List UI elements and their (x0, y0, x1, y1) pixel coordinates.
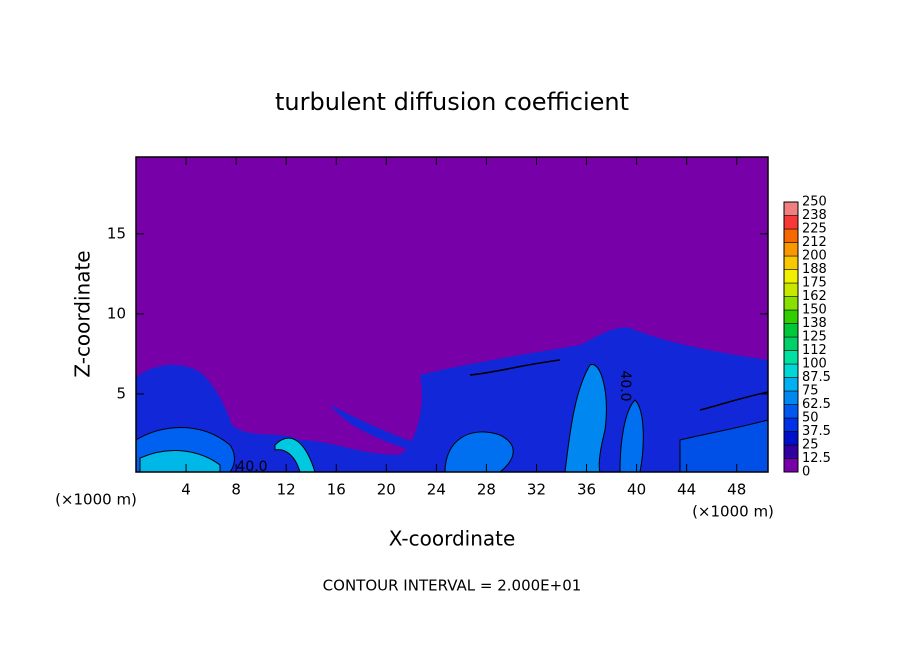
colorbar-band (783, 390, 799, 405)
colorbar-label: 200 (802, 249, 827, 264)
colorbar-band (783, 336, 799, 351)
chart-title: turbulent diffusion coefficient (275, 88, 629, 116)
field-region (139, 450, 221, 473)
colorbar-label: 150 (802, 303, 827, 318)
colorbar-band (783, 458, 799, 473)
colorbar-band (783, 309, 799, 324)
contour-label: 40.0 (236, 459, 267, 475)
x-tick-label: 48 (727, 481, 746, 499)
plot-frame (135, 156, 769, 473)
contour-field (135, 157, 769, 473)
colorbar-label: 125 (802, 330, 827, 345)
colorbar-label: 138 (802, 316, 827, 331)
colorbar-band (783, 323, 799, 338)
colorbar-label: 112 (802, 343, 827, 358)
colorbar-band (783, 201, 799, 216)
field-region (564, 364, 607, 473)
colorbar-band (783, 269, 799, 284)
x-tick-label: 44 (677, 481, 696, 499)
colorbar-band (783, 363, 799, 378)
colorbar-band (783, 377, 799, 392)
colorbar-label: 25 (802, 438, 819, 453)
x-tick-label: 8 (231, 481, 241, 499)
colorbar-label: 225 (802, 222, 827, 237)
field-region (136, 327, 768, 472)
x-tick-label: 20 (377, 481, 396, 499)
colorbar-label: 175 (802, 276, 827, 291)
y-tick-label: 10 (107, 304, 126, 322)
colorbar-band (783, 228, 799, 243)
colorbar-band (783, 215, 799, 230)
colorbar-label: 100 (802, 357, 827, 372)
x-tick-label: 16 (327, 481, 346, 499)
colorbar-band (783, 404, 799, 419)
x-tick-label: 36 (577, 481, 596, 499)
colorbar-label: 162 (802, 289, 827, 304)
colorbar-frame (783, 201, 799, 473)
y-tick-label: 5 (116, 384, 126, 402)
y-axis-label: Z-coordinate (71, 250, 95, 377)
colorbar-label: 37.5 (802, 424, 831, 439)
field-region (330, 405, 440, 455)
x-tick-label: 28 (477, 481, 496, 499)
x-tick-label: 32 (527, 481, 546, 499)
colorbar-band (783, 296, 799, 311)
x-axis-label: X-coordinate (389, 527, 516, 551)
x-tick-label: 40 (627, 481, 646, 499)
footer-note: CONTOUR INTERVAL = 2.000E+01 (323, 577, 582, 595)
colorbar-label: 62.5 (802, 397, 831, 412)
colorbar-label: 250 (802, 195, 827, 210)
x-unit-label: (×1000 m) (692, 503, 774, 521)
colorbar-band (783, 431, 799, 446)
colorbar-label: 0 (802, 465, 810, 480)
field-region (619, 399, 644, 473)
colorbar-band (783, 282, 799, 297)
contour-label: 40.0 (617, 370, 633, 401)
x-tick-label: 4 (181, 481, 191, 499)
x-tick-label: 24 (427, 481, 446, 499)
colorbar-label: 50 (802, 411, 819, 426)
x-tick-label: 12 (277, 481, 296, 499)
colorbar-label: 87.5 (802, 370, 831, 385)
field-region (444, 431, 514, 473)
colorbar-label: 12.5 (802, 451, 831, 466)
colorbar-label: 212 (802, 235, 827, 250)
colorbar-label: 238 (802, 208, 827, 223)
y-tick-label: 15 (107, 224, 126, 242)
x-unit-label: (×1000 m) (55, 491, 137, 509)
colorbar-band (783, 255, 799, 270)
colorbar-label: 75 (802, 384, 819, 399)
colorbar-band (783, 417, 799, 432)
colorbar-band (783, 242, 799, 257)
colorbar-band (783, 444, 799, 459)
colorbar-band (783, 350, 799, 365)
colorbar-label: 188 (802, 262, 827, 277)
